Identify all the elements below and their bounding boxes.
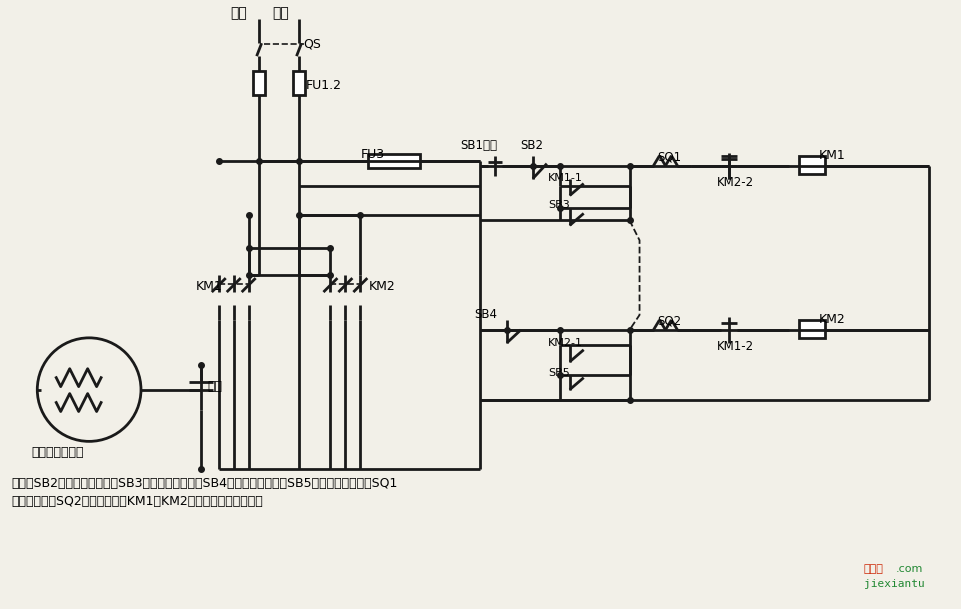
Text: FU3: FU3 bbox=[360, 148, 384, 161]
Text: SB2: SB2 bbox=[519, 139, 542, 152]
Text: jiexiantu: jiexiantu bbox=[863, 579, 924, 589]
Bar bbox=[292, 71, 305, 95]
Text: SQ1: SQ1 bbox=[656, 150, 681, 164]
Text: 说明：SB2为上升启动按钮，SB3为上升点动按钮，SB4为下降启动按钮，SB5为下降点动按钮；SQ1: 说明：SB2为上升启动按钮，SB3为上升点动按钮，SB4为下降启动按钮，SB5为… bbox=[12, 477, 397, 490]
Text: 零线: 零线 bbox=[272, 6, 289, 20]
Text: KM2-1: KM2-1 bbox=[547, 338, 582, 348]
Bar bbox=[799, 320, 825, 338]
Text: 火线: 火线 bbox=[231, 6, 247, 20]
Text: SB1停止: SB1停止 bbox=[459, 139, 497, 152]
Text: SB4: SB4 bbox=[474, 308, 497, 321]
Text: KM1: KM1 bbox=[818, 149, 845, 162]
Text: SQ2: SQ2 bbox=[656, 315, 681, 328]
Text: KM2: KM2 bbox=[368, 280, 395, 293]
Text: SB5: SB5 bbox=[547, 368, 569, 378]
Text: 为最高限位，SQ2为最低限位。KM1、KM2可用中间继电器代替。: 为最高限位，SQ2为最低限位。KM1、KM2可用中间继电器代替。 bbox=[12, 495, 263, 508]
Text: KM1: KM1 bbox=[196, 280, 222, 293]
Bar bbox=[799, 156, 825, 174]
Text: QS: QS bbox=[304, 37, 321, 50]
Text: SB3: SB3 bbox=[547, 200, 569, 211]
Text: .com: .com bbox=[895, 564, 923, 574]
Text: KM2: KM2 bbox=[818, 313, 845, 326]
Text: KM2-2: KM2-2 bbox=[717, 175, 753, 189]
Bar bbox=[253, 71, 264, 95]
Text: FU1.2: FU1.2 bbox=[306, 79, 341, 92]
Text: 电容: 电容 bbox=[208, 379, 223, 393]
Text: 接线图: 接线图 bbox=[863, 564, 883, 574]
Text: KM1-1: KM1-1 bbox=[547, 172, 582, 183]
Text: 单相电容电动机: 单相电容电动机 bbox=[32, 446, 84, 459]
Text: KM1-2: KM1-2 bbox=[717, 340, 753, 353]
Bar bbox=[368, 153, 420, 167]
